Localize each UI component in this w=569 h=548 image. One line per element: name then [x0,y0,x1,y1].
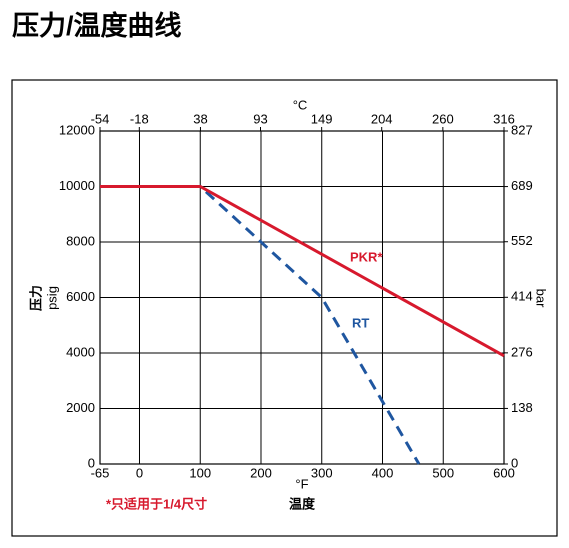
y2-tick-label: 827 [511,122,533,137]
x-tick-label: 0 [136,465,143,480]
y2-label: bar [534,289,549,308]
x2-tick-label: 316 [493,111,515,126]
series-line [100,185,421,465]
y2-tick-label: 552 [511,233,533,248]
plot-border [99,130,505,465]
series-line [100,185,505,358]
y-tick-label: 12000 [59,122,95,137]
frame [11,79,558,537]
x-title: 温度 [289,496,316,511]
y-tick-label: 2000 [66,400,95,415]
y-tick-label: 0 [88,455,95,470]
y-label: psig [44,286,59,310]
y-tick-label: 10000 [59,178,95,193]
x-tick-label: 600 [493,465,515,480]
y2-tick-label: 0 [511,455,518,470]
y-tick-label: 8000 [66,233,95,248]
x2-tick-label: 204 [371,111,393,126]
x-label: °F [295,476,308,491]
y-tick-label: 4000 [66,344,95,359]
x-tick-label: 300 [311,465,333,480]
x2-tick-label: 93 [253,111,267,126]
x2-label: °C [293,97,308,112]
x2-tick-label: 260 [432,111,454,126]
series-label: RT [352,315,369,330]
series-label: PKR* [350,249,383,264]
y2-tick-label: 138 [511,400,533,415]
footnote: *只适用于1/4尺寸 [106,496,207,511]
x2-tick-label: 149 [311,111,333,126]
x-tick-label: 200 [250,465,272,480]
y-tick-label: 6000 [66,289,95,304]
y2-tick-label: 414 [511,289,533,304]
x2-tick-label: -18 [130,111,149,126]
x2-tick-label: -54 [91,111,110,126]
y-title: 压力 [28,285,43,311]
x-tick-label: 100 [189,465,211,480]
y2-tick-label: 276 [511,344,533,359]
chart-title: 压力/温度曲线 [12,10,182,41]
x2-tick-label: 38 [193,111,207,126]
x-tick-label: 400 [372,465,394,480]
x-tick-label: 500 [432,465,454,480]
y2-tick-label: 689 [511,178,533,193]
x-tick-label: -65 [91,465,110,480]
